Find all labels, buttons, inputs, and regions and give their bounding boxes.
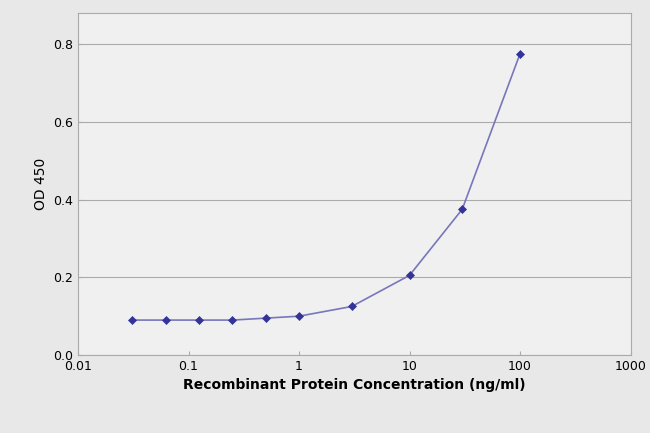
Y-axis label: OD 450: OD 450 — [34, 158, 47, 210]
X-axis label: Recombinant Protein Concentration (ng/ml): Recombinant Protein Concentration (ng/ml… — [183, 378, 526, 392]
